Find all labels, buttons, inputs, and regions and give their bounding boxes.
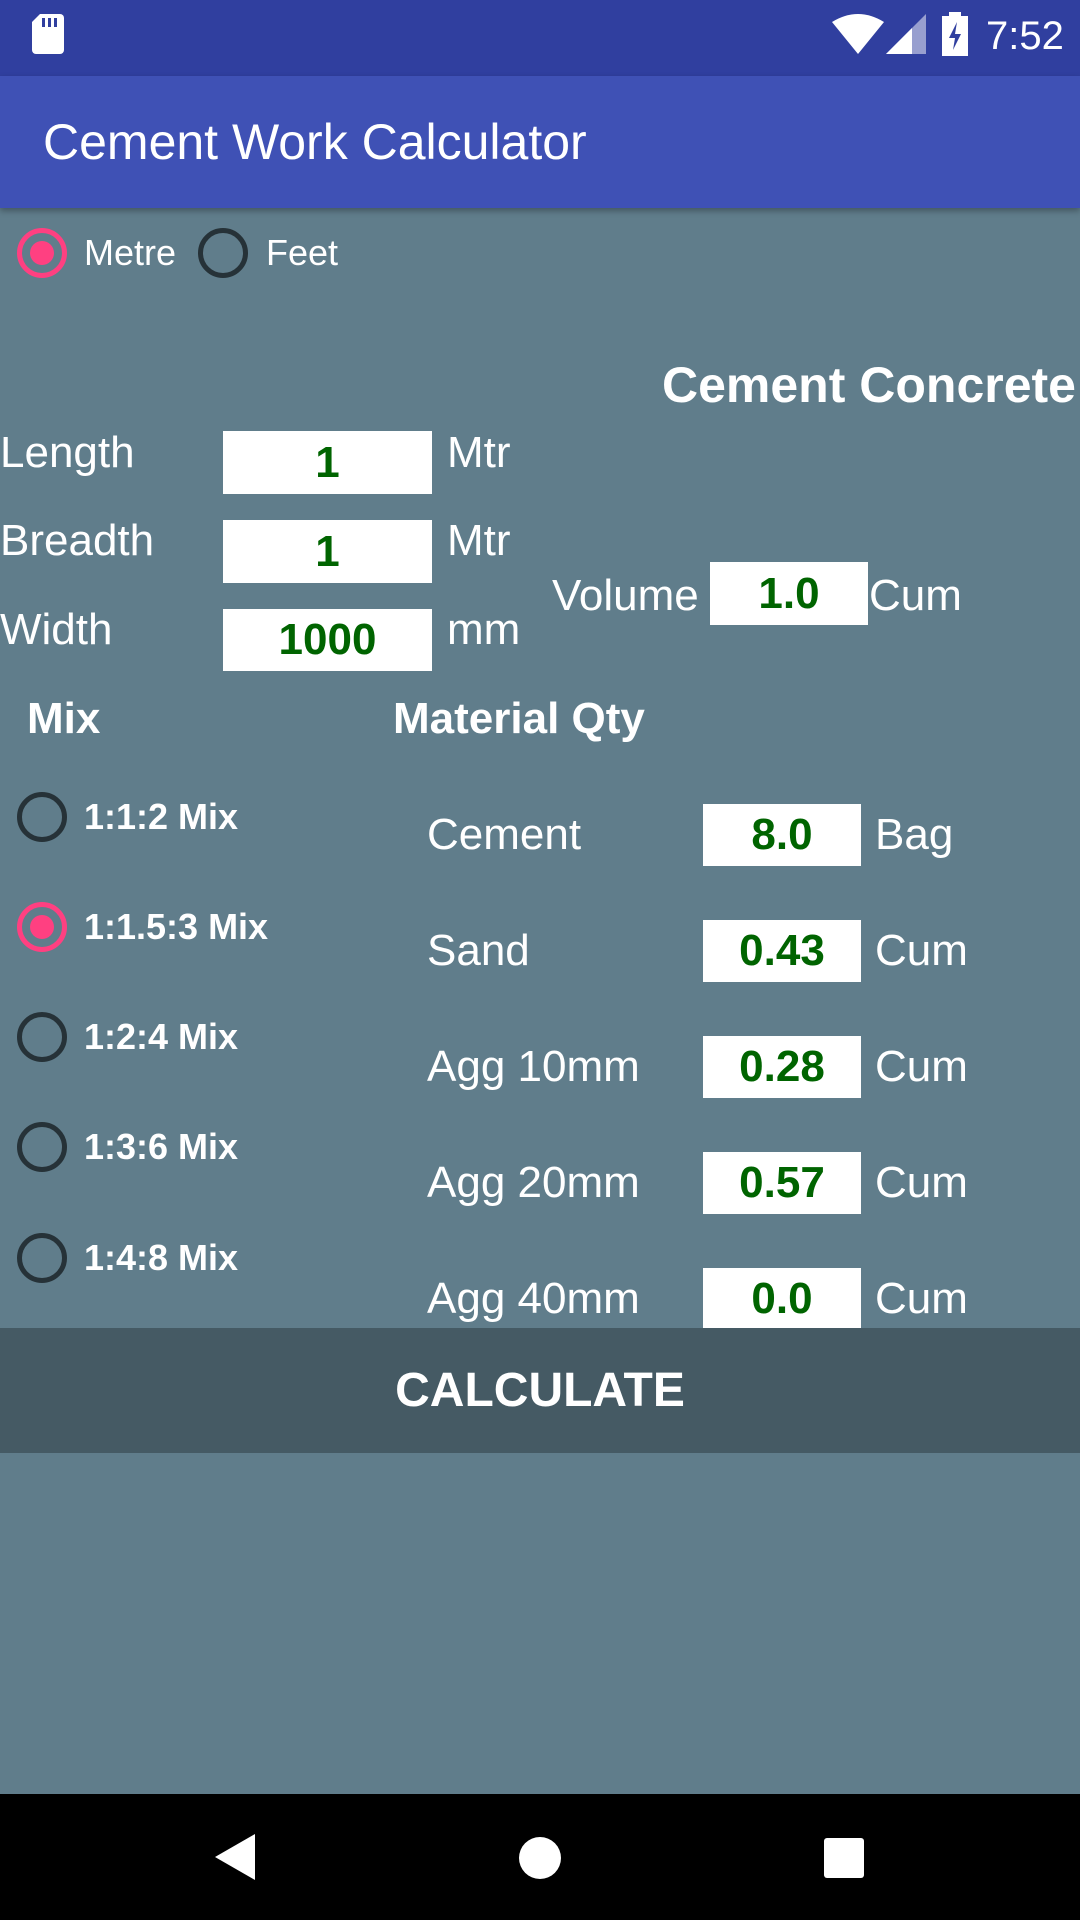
breadth-label: Breadth: [0, 516, 155, 565]
width-input[interactable]: 1000: [223, 609, 432, 671]
radio-button[interactable]: [17, 1122, 67, 1172]
recents-icon[interactable]: [824, 1838, 864, 1878]
home-icon[interactable]: [518, 1836, 562, 1880]
length-unit: Mtr: [447, 428, 511, 477]
mix-option-label: 1:1:2 Mix: [84, 796, 239, 837]
width-unit: mm: [447, 605, 521, 654]
mix-option[interactable]: 1:4:8 Mix: [17, 1233, 317, 1283]
length-label: Length: [0, 428, 135, 477]
radio-button-checked[interactable]: [17, 902, 67, 952]
material-unit: Cum: [875, 1274, 968, 1323]
radio-button[interactable]: [17, 1233, 67, 1283]
app-title: Cement Work Calculator: [43, 114, 587, 170]
mix-option[interactable]: 1:1.5:3 Mix: [17, 902, 317, 952]
breadth-unit: Mtr: [447, 516, 511, 565]
radio-button[interactable]: [17, 1012, 67, 1062]
material-unit: Bag: [875, 810, 954, 859]
breadth-input[interactable]: 1: [223, 520, 432, 583]
app-bar: Cement Work Calculator: [0, 76, 1080, 208]
material-label: Cement: [427, 810, 582, 859]
radio-button[interactable]: [198, 228, 248, 278]
volume-label: Volume: [552, 571, 699, 620]
mix-option-label: 1:4:8 Mix: [84, 1237, 239, 1278]
mix-option-label: 1:1.5:3 Mix: [84, 906, 269, 947]
wifi-icon: [832, 14, 884, 54]
mix-option[interactable]: 1:3:6 Mix: [17, 1122, 317, 1172]
mix-option-label: 1:2:4 Mix: [84, 1016, 239, 1057]
material-unit: Cum: [875, 1158, 968, 1207]
material-value: 8.0: [703, 804, 861, 866]
mix-option[interactable]: 1:1:2 Mix: [17, 792, 317, 842]
signal-icon: [886, 14, 926, 54]
navigation-bar: [0, 1794, 1080, 1920]
radio-label: Feet: [266, 232, 339, 273]
material-value: 0.0: [703, 1268, 861, 1330]
material-value: 0.57: [703, 1152, 861, 1214]
radio-feet[interactable]: Feet: [198, 228, 348, 278]
material-label: Sand: [427, 926, 530, 975]
material-unit: Cum: [875, 1042, 968, 1091]
material-heading: Material Qty: [393, 694, 645, 743]
material-label: Agg 10mm: [427, 1042, 640, 1091]
length-input[interactable]: 1: [223, 431, 432, 494]
battery-charging-icon: [942, 12, 968, 56]
material-unit: Cum: [875, 926, 968, 975]
back-icon[interactable]: [215, 1834, 255, 1880]
sd-card-icon: [32, 14, 64, 54]
material-label: Agg 40mm: [427, 1274, 640, 1323]
mix-option[interactable]: 1:2:4 Mix: [17, 1012, 317, 1062]
radio-button[interactable]: [17, 792, 67, 842]
status-bar: 7:52: [0, 0, 1080, 76]
material-value: 0.43: [703, 920, 861, 982]
volume-output: 1.0: [710, 562, 868, 625]
width-label: Width: [0, 605, 113, 654]
radio-button-checked[interactable]: [17, 228, 67, 278]
calculate-button[interactable]: CALCULATE: [0, 1328, 1080, 1453]
radio-label: Metre: [84, 232, 177, 273]
mix-option-label: 1:3:6 Mix: [84, 1126, 239, 1167]
material-label: Agg 20mm: [427, 1158, 640, 1207]
volume-unit: Cum: [869, 571, 962, 620]
clock: 7:52: [986, 14, 1064, 58]
radio-metre[interactable]: Metre: [17, 228, 177, 278]
material-value: 0.28: [703, 1036, 861, 1098]
mix-heading: Mix: [27, 694, 101, 743]
section-title: Cement Concrete: [662, 357, 1076, 413]
